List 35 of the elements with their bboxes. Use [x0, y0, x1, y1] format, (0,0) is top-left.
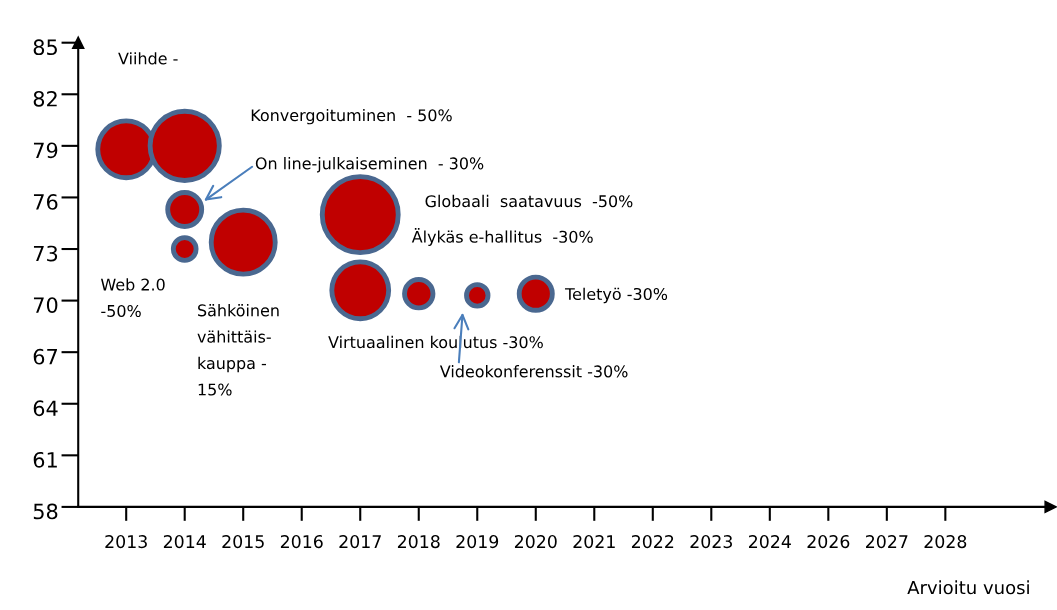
- y-tick-label: 67: [33, 348, 57, 365]
- x-tick-label: 2023: [690, 534, 732, 549]
- x-tick-label: 2026: [807, 534, 850, 549]
- y-tick-label: 79: [33, 142, 58, 159]
- y-tick-label: 82: [33, 90, 57, 107]
- y-tick-label: 70: [33, 297, 58, 313]
- x-tick-label: 2028: [924, 534, 967, 549]
- x-tick-label: 2015: [222, 534, 264, 549]
- x-tick-label: 2024: [748, 534, 791, 549]
- x-tick-label: 2019: [456, 534, 499, 549]
- x-tick-label: 2017: [339, 534, 381, 549]
- x-tick-label: 2013: [105, 534, 147, 549]
- annotation: Konvergoituminen - 50%: [251, 108, 452, 125]
- x-tick-label: 2014: [163, 534, 206, 549]
- x-tick-label: 2022: [631, 534, 674, 549]
- annotation: Videokonferenssit -30%: [439, 365, 628, 378]
- annotation: Älykäs e-hallitus -30%: [411, 228, 593, 246]
- annotation: Teletyö -30%: [564, 287, 668, 304]
- y-tick-label: 58: [33, 503, 58, 520]
- y-tick-label: 85: [33, 39, 57, 56]
- annotation: Sähköinen vähittäis- kauppa - 15%: [197, 304, 279, 396]
- x-tick-label: 2020: [514, 534, 557, 549]
- x-axis-title: Arvioitu vuosi: [907, 580, 1029, 595]
- y-tick-label: 61: [33, 451, 57, 468]
- annotation: On line-julkaiseminen - 30%: [255, 157, 484, 173]
- x-tick-label: 2018: [397, 534, 440, 549]
- y-tick-label: 73: [33, 245, 58, 262]
- y-tick-label: 64: [33, 400, 58, 417]
- annotation: Viihde -: [118, 52, 178, 65]
- annotation: Web 2.0 -50%: [100, 278, 165, 317]
- x-tick-label: 2021: [573, 534, 615, 549]
- x-tick-label: 2027: [866, 534, 908, 549]
- annotation: Globaali saatavuus -50%: [425, 194, 633, 208]
- y-tick-label: 76: [33, 194, 58, 210]
- x-tick-label: 2016: [280, 534, 323, 549]
